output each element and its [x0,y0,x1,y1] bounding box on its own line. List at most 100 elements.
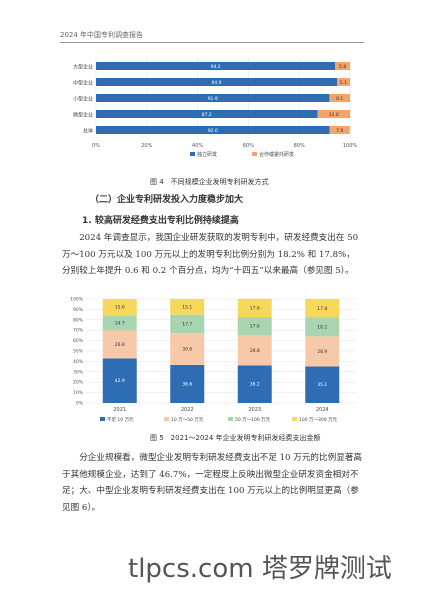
figure5-category-label: 2022 [181,407,194,413]
figure4-data-label: 5.1 [340,80,347,86]
figure4-chart: 0% 20% 40% 60% 80% 100% 大型企业 94.2 5.8 中型企业 94.9 5.1… [73,58,358,158]
figure4-x-tick: 20% [141,143,152,149]
figure5-bar [305,317,340,337]
figure5-y-tick: 40% [73,359,84,365]
figure5-bar [170,333,205,365]
figure4-data-label: 5.8 [339,64,346,70]
figure4-data-label: 7.9 [336,128,343,134]
figure4-category-label: 微型企业 [73,112,93,119]
figure4-data-label: 8.1 [336,96,343,102]
figure4-legend-swatch [252,152,257,156]
header-divider [60,42,364,43]
figure5-bar [237,335,272,366]
figure5-legend-label: 100 万～300 万元 [299,417,338,423]
figure5-data-label: 17.8 [317,306,327,312]
figure5-data-label: 36.6 [182,381,192,387]
figure4-data-label: 91.9 [208,96,218,102]
figure5-data-label: 14.7 [115,320,125,326]
figure5-legend-label: 10 万～50 万元 [171,417,204,423]
figure4-caption: 图 4 不同规模企业发明专利研发方式 [150,178,269,186]
figure5-bar [102,299,137,316]
figure4-data-label: 87.2 [202,112,212,118]
figure4-data-label: 12.8 [329,112,339,118]
figure4-bar [96,94,330,102]
figure5-bar [305,336,340,367]
figure4-category-label: 中型企业 [73,80,93,87]
figure4-x-tick: 40% [192,143,203,149]
figure5-bar [102,330,137,359]
figure5-chart: 0% 10% 20% 30% 40% 50% 60% 70% 80% 90% 100% 42.9 26.… [70,297,356,423]
figure5-bar [170,314,205,334]
figure5-category-label: 2024 [316,407,329,413]
watermark: tlpcs.com 塔罗牌测试 [128,554,392,584]
figure5-data-label: 28.9 [317,349,327,355]
figure5-data-label: 30.6 [182,347,192,353]
figure4-legend-label: 独立研发 [197,151,217,158]
figure5-category-label: 2023 [248,407,261,413]
figure4-x-tick: 0% [92,143,100,149]
figure5-bar [305,299,340,318]
figure5-data-label: 36.2 [250,382,260,388]
figure5-category-label: 2021 [113,407,126,413]
figure5-data-label: 18.2 [317,324,327,330]
figure5-bar [237,298,272,318]
figure5-legend-swatch [228,417,233,421]
figure4-x-tick: 80% [294,143,305,149]
figure5-legend-swatch [164,417,169,421]
figure4-bar [96,78,338,86]
figure5-legend-label: 50 万～100 万元 [235,417,271,423]
figure4-legend-swatch [190,152,195,156]
figure5-data-label: 42.9 [115,378,125,384]
figure5-bar [305,366,340,403]
figure5-y-tick: 10% [73,390,84,396]
figure4-category-label: 总体 [83,128,93,135]
figure5-data-label: 17.6 [250,324,260,330]
figure4-bar [317,110,350,118]
figure5-data-label: 15.6 [115,305,125,311]
figure5-y-tick: 30% [73,369,84,375]
figure5-legend-swatch [100,417,105,421]
figure4-bar [329,126,350,134]
figure5-data-label: 17.6 [250,305,260,311]
figure5-y-tick: 80% [73,317,84,323]
figure5-legend-label: 不足 10 万元 [107,417,134,423]
figure4-data-label: 92.0 [208,128,218,134]
figure4-data-label: 94.2 [211,64,221,70]
figure4-category-label: 大型企业 [73,64,93,71]
figure4-x-tick: 100% [343,143,358,149]
figure5-bar [237,365,272,403]
figure5-caption: 图 5 2021～2024 年企业发明专利研发经费支出金额 [150,434,321,442]
figure5-data-label: 28.8 [250,348,260,354]
figure5-bar [170,364,205,403]
figure5-y-tick: 100% [70,297,84,303]
figure5-bar [237,317,272,336]
figure4-data-label: 94.9 [212,80,222,86]
figure5-data-label: 17.7 [182,321,192,327]
figure4-bar [337,78,350,86]
section-subheading: 1. 较高研发经费支出专利比例持续提高 [82,216,239,226]
figure5-data-label: 26.8 [115,342,125,348]
figure5-y-tick: 90% [73,307,84,313]
figure4-bar [335,62,350,70]
paragraph-2: 分企业规模看，微型企业发明专利研发经费支出不足 10 万元的比例显著高于其他规模… [62,453,362,513]
figure5-bar [102,315,137,331]
figure5-y-tick: 60% [73,338,84,344]
figure4-bar [96,110,318,118]
figure5-legend-swatch [292,417,297,421]
figure4-bar [96,126,330,134]
figure5-y-tick: 70% [73,328,84,334]
figure5-bar [102,358,137,403]
figure4-bar [96,62,336,70]
figure4-legend-label: 合作或委托研发 [259,151,294,158]
page-header: 2024 年中国专利调查报告 [60,31,144,39]
figure5-y-tick: 0% [76,401,84,407]
figure5-data-label: 35.1 [317,382,327,388]
figure4-category-label: 小型企业 [73,96,93,103]
figure5-y-tick: 20% [73,380,84,386]
section-heading: （二）企业专利研发投入力度稳步加大 [90,195,244,205]
figure5-y-tick: 50% [73,349,84,355]
figure5-bar [170,299,205,315]
figure5-data-label: 15.1 [182,304,192,310]
paragraph-1: 2024 年调查显示，我国企业研发获取的发明专利中，研发经费支出在 50 万～1… [62,233,359,276]
figure4-x-tick: 60% [243,143,254,149]
